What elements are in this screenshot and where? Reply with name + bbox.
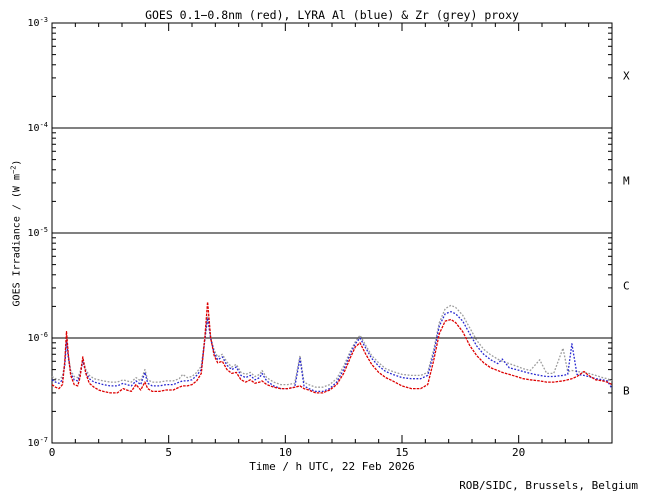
y-tick-labels: 10-3 10-4 10-5 10-6 10-7 <box>28 16 48 449</box>
series-red <box>51 301 613 394</box>
y-axis-ticks <box>52 22 612 444</box>
y-tick-label: 10-5 <box>28 226 48 239</box>
decade-gridlines <box>52 127 612 339</box>
chart-title: GOES 0.1−0.8nm (red), LYRA Al (blue) & Z… <box>145 8 519 22</box>
series-line-blue <box>51 311 613 393</box>
credit-text: ROB/SIDC, Brussels, Belgium <box>459 479 638 492</box>
flare-class-labels: X M C B <box>623 70 630 398</box>
series-blue <box>51 311 613 393</box>
x-axis-label: Time / h UTC, 22 Feb 2026 <box>249 460 415 473</box>
x-tick-label: 5 <box>165 446 172 459</box>
y-tick-label: 10-6 <box>28 331 48 344</box>
y-tick-label: 10-3 <box>28 16 48 29</box>
x-tick-labels: 0 5 10 15 20 <box>49 446 526 459</box>
y-tick-label: 10-7 <box>28 436 48 449</box>
flare-class-label-x: X <box>623 70 630 83</box>
x-axis-ticks <box>51 23 613 443</box>
series-line-red <box>51 301 613 394</box>
flare-class-label-b: B <box>623 385 630 398</box>
x-tick-label: 20 <box>512 446 525 459</box>
flare-class-label-m: M <box>623 175 630 188</box>
series-grey <box>51 304 613 388</box>
x-tick-label: 10 <box>279 446 292 459</box>
series-line-grey <box>51 304 613 388</box>
x-tick-label: 0 <box>49 446 56 459</box>
flare-class-label-c: C <box>623 280 630 293</box>
y-tick-label: 10-4 <box>28 121 48 134</box>
x-tick-label: 15 <box>395 446 408 459</box>
